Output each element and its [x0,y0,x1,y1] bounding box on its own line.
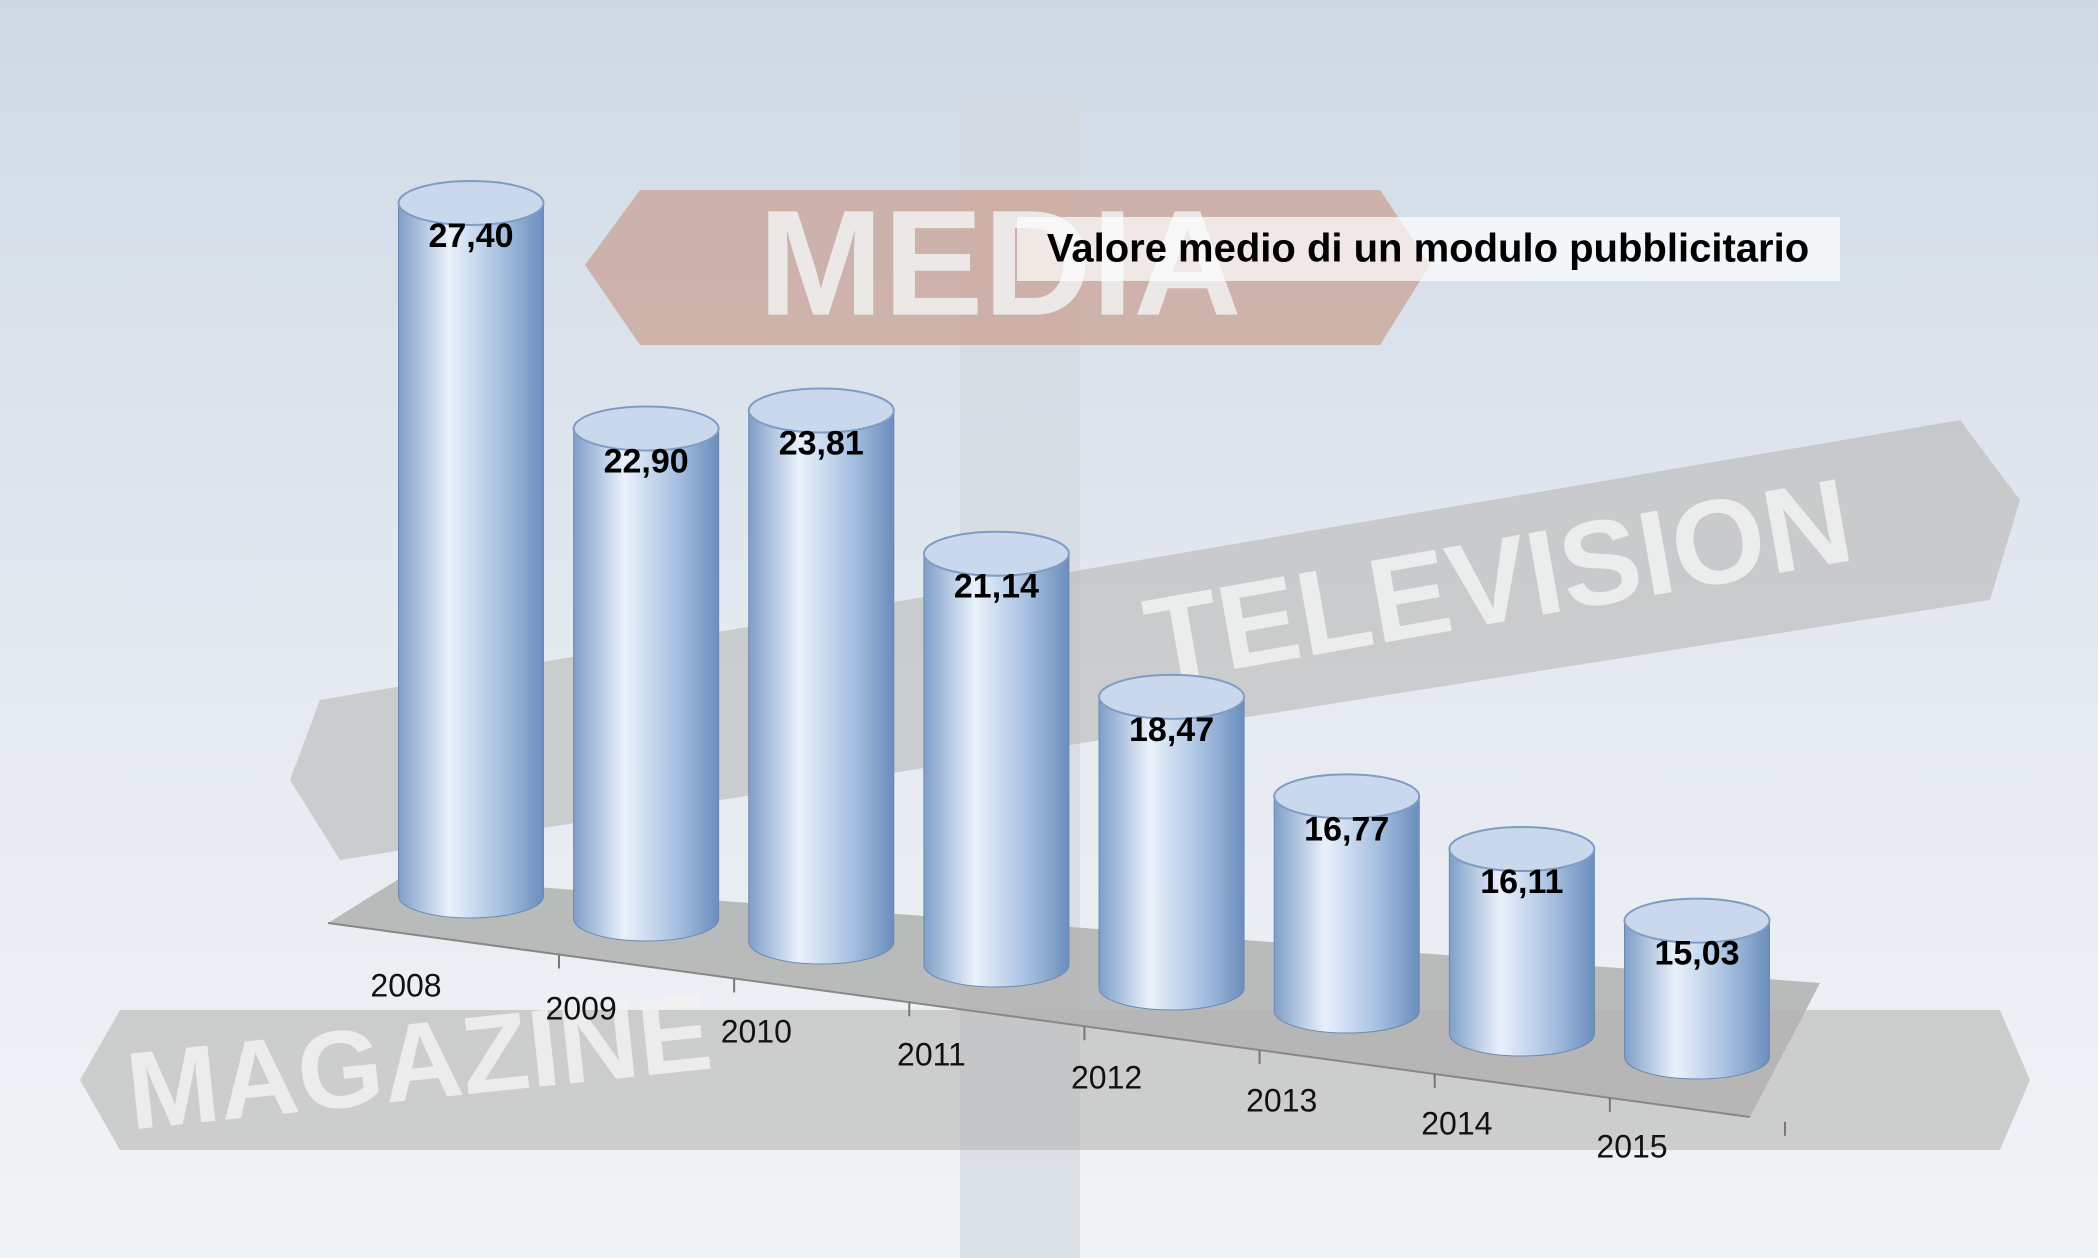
x-tick-label: 2009 [546,990,617,1026]
bar-top [1623,897,1771,944]
title-box [1017,217,1840,281]
value-label: 16,11 [1480,863,1563,901]
value-label: 22,90 [604,442,689,480]
bar [1624,920,1770,1080]
bar [1098,696,1245,1011]
bar [1273,795,1420,1034]
bar-top [1448,826,1596,873]
value-label: 16,77 [1304,810,1389,848]
value-label: 23,81 [779,425,864,463]
bar [398,202,544,919]
x-tick-label: 2014 [1421,1105,1492,1141]
sign-board [290,420,2020,860]
bar-top [397,180,545,226]
bar [748,410,895,965]
x-tick-label: 2013 [1246,1082,1317,1118]
x-tick-label: 2015 [1596,1128,1667,1164]
x-tick-label: 2010 [721,1013,792,1049]
value-label: 15,03 [1654,935,1739,973]
bar-top [747,387,895,434]
bar-top [1273,773,1421,820]
bar [573,428,720,942]
value-label: 27,40 [428,217,513,255]
bar-top [922,530,1070,577]
chart-title: Valore medio di un modulo pubblicitario [1047,227,1809,271]
x-tick-label: 2012 [1071,1059,1142,1095]
x-tick-label: 2008 [370,967,441,1003]
bar-top [572,405,720,452]
value-label: 21,14 [954,568,1039,606]
axis-line [327,922,1751,1118]
value-label: 18,47 [1129,711,1214,749]
bar [923,553,1070,988]
bar-top [1098,673,1246,720]
bar [1448,848,1595,1057]
x-tick-label: 2011 [897,1036,966,1072]
floor [328,877,1820,1117]
